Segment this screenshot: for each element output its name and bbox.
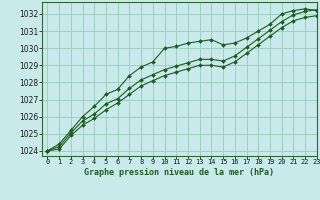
X-axis label: Graphe pression niveau de la mer (hPa): Graphe pression niveau de la mer (hPa) bbox=[84, 168, 274, 177]
